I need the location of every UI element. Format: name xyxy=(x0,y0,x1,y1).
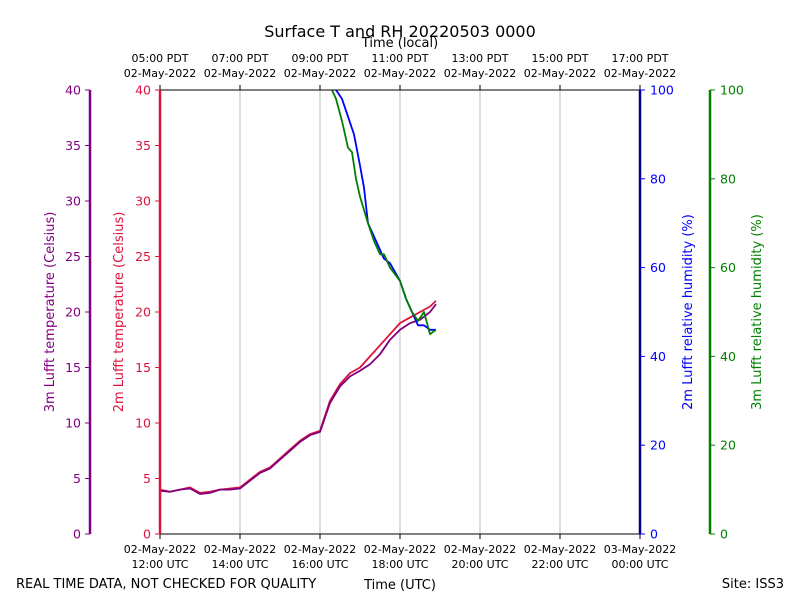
x-tick-label-local-date: 02-May-2022 xyxy=(444,67,516,80)
y-tick-label-rh-2m: 40 xyxy=(650,349,666,364)
y-tick-label-temp-2m: 10 xyxy=(135,416,151,431)
x-tick-label-utc-time: 20:00 UTC xyxy=(451,558,508,571)
y-tick-label-rh-3m: 80 xyxy=(720,171,736,186)
y-tick-label-rh-2m: 80 xyxy=(650,171,666,186)
y-tick-label-temp-3m: 15 xyxy=(65,360,81,375)
x-tick-label-local-time: 13:00 PDT xyxy=(451,52,508,65)
y-tick-label-rh-3m: 100 xyxy=(720,83,744,98)
y-tick-label-rh-2m: 100 xyxy=(650,83,674,98)
top-axis-label: Time (local) xyxy=(361,36,438,51)
x-tick-label-local-time: 11:00 PDT xyxy=(371,52,428,65)
y-tick-label-temp-3m: 10 xyxy=(65,416,81,431)
y-tick-label-rh-3m: 0 xyxy=(720,527,728,542)
x-tick-label-local-time: 05:00 PDT xyxy=(131,52,188,65)
chart-title: Surface T and RH 20220503 0000 xyxy=(264,22,536,41)
x-tick-label-utc-time: 00:00 UTC xyxy=(611,558,668,571)
x-tick-label-utc-time: 14:00 UTC xyxy=(211,558,268,571)
x-tick-label-utc-time: 12:00 UTC xyxy=(131,558,188,571)
y-tick-label-temp-3m: 40 xyxy=(65,83,81,98)
x-tick-label-local-date: 02-May-2022 xyxy=(124,67,196,80)
x-tick-label-local-time: 17:00 PDT xyxy=(611,52,668,65)
series-temp-2m-line xyxy=(159,300,437,494)
x-tick-label-utc-date: 02-May-2022 xyxy=(204,543,276,556)
x-tick-label-local-date: 02-May-2022 xyxy=(204,67,276,80)
y-tick-label-temp-2m: 15 xyxy=(135,360,151,375)
x-tick-label-local-time: 09:00 PDT xyxy=(291,52,348,65)
y-tick-label-temp-3m: 5 xyxy=(73,471,81,486)
x-tick-label-local-date: 02-May-2022 xyxy=(524,67,596,80)
y-tick-label-temp-2m: 40 xyxy=(135,83,151,98)
y-tick-label-temp-2m: 30 xyxy=(135,194,151,209)
x-tick-label-utc-date: 03-May-2022 xyxy=(604,543,676,556)
x-tick-label-local-time: 07:00 PDT xyxy=(211,52,268,65)
x-tick-label-utc-date: 02-May-2022 xyxy=(124,543,196,556)
x-tick-label-local-date: 02-May-2022 xyxy=(284,67,356,80)
y-tick-label-temp-2m: 5 xyxy=(143,471,151,486)
y-tick-label-rh-2m: 60 xyxy=(650,260,666,275)
quality-disclaimer: REAL TIME DATA, NOT CHECKED FOR QUALITY xyxy=(16,577,316,592)
x-tick-label-local-time: 15:00 PDT xyxy=(531,52,588,65)
y-tick-label-temp-3m: 25 xyxy=(65,249,81,264)
series-rh-3m-line xyxy=(331,89,437,336)
x-tick-label-local-date: 02-May-2022 xyxy=(364,67,436,80)
y-tick-label-temp-3m: 35 xyxy=(65,138,81,153)
y-axis-label-rh-3m: 3m Lufft relative humidity (%) xyxy=(750,214,765,410)
x-tick-label-utc-date: 02-May-2022 xyxy=(444,543,516,556)
y-tick-label-temp-2m: 20 xyxy=(135,305,151,320)
y-tick-label-rh-3m: 40 xyxy=(720,349,736,364)
axes-layer: 02-May-2022 12:00 UTC 05:00 PDT 02-May-2022… xyxy=(43,52,765,571)
y-axis-label-temp-2m: 2m Lufft temperature (Celsius) xyxy=(112,212,127,413)
grid-layer xyxy=(239,90,561,534)
x-tick-label-utc-date: 02-May-2022 xyxy=(284,543,356,556)
y-tick-label-temp-3m: 20 xyxy=(65,305,81,320)
site-label: Site: ISS3 xyxy=(722,577,784,592)
y-tick-label-temp-2m: 35 xyxy=(135,138,151,153)
x-tick-label-utc-date: 02-May-2022 xyxy=(364,543,436,556)
y-tick-label-rh-3m: 60 xyxy=(720,260,736,275)
series-temp-3m-line xyxy=(159,303,437,495)
y-tick-label-rh-3m: 20 xyxy=(720,438,736,453)
y-tick-label-rh-2m: 20 xyxy=(650,438,666,453)
y-tick-label-rh-2m: 0 xyxy=(650,527,658,542)
y-tick-label-temp-2m: 25 xyxy=(135,249,151,264)
x-tick-label-utc-time: 18:00 UTC xyxy=(371,558,428,571)
y-tick-label-temp-3m: 0 xyxy=(73,527,81,542)
y-tick-label-temp-2m: 0 xyxy=(143,527,151,542)
x-tick-label-utc-date: 02-May-2022 xyxy=(524,543,596,556)
x-tick-label-utc-time: 16:00 UTC xyxy=(291,558,348,571)
x-tick-label-local-date: 02-May-2022 xyxy=(604,67,676,80)
series-rh-2m-line xyxy=(335,89,436,331)
bottom-axis-label: Time (UTC) xyxy=(363,578,436,593)
x-tick-label-utc-time: 22:00 UTC xyxy=(531,558,588,571)
series-layer xyxy=(159,89,437,495)
y-axis-label-temp-3m: 3m Lufft temperature (Celsius) xyxy=(43,212,58,413)
y-tick-label-temp-3m: 30 xyxy=(65,194,81,209)
y-axis-label-rh-2m: 2m Lufft relative humidity (%) xyxy=(681,214,696,410)
